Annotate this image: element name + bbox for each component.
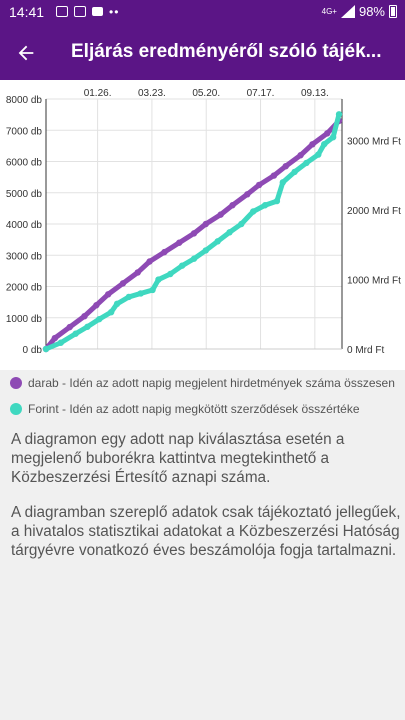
left-axis-tick-label: 7000 db bbox=[6, 126, 43, 137]
left-axis-tick-label: 2000 db bbox=[6, 283, 43, 294]
system-icons: 4G+ 98% bbox=[322, 4, 397, 19]
data-point-forint bbox=[279, 179, 286, 186]
data-point-darab bbox=[309, 141, 316, 148]
data-point-forint bbox=[178, 262, 186, 269]
data-point-forint bbox=[167, 270, 174, 278]
data-point-forint bbox=[125, 293, 133, 301]
left-axis-tick-label: 1000 db bbox=[6, 314, 43, 325]
legend-item-darab[interactable]: darab - Idén az adott napig megjelent hi… bbox=[10, 376, 395, 390]
data-point-darab bbox=[51, 334, 59, 342]
data-point-forint bbox=[155, 276, 162, 283]
left-axis-tick-label: 0 db bbox=[23, 345, 43, 356]
data-point-forint bbox=[315, 151, 322, 158]
data-point-darab bbox=[176, 239, 183, 246]
data-point-forint bbox=[84, 323, 91, 330]
data-point-darab bbox=[161, 248, 168, 256]
info-paragraph-2: A diagramban szereplő adatok csak tájéko… bbox=[11, 504, 401, 559]
right-axis-tick-label: 1000 Mrd Ft bbox=[347, 276, 401, 287]
data-point-forint bbox=[190, 255, 198, 262]
data-point-forint bbox=[107, 308, 115, 316]
left-axis-tick-label: 5000 db bbox=[6, 189, 43, 200]
data-point-darab bbox=[146, 258, 153, 265]
series-line-forint bbox=[43, 111, 342, 352]
status-bar: 14:41 •• 4G+ 98% bbox=[0, 0, 405, 26]
right-axis-tick-label: 0 Mrd Ft bbox=[347, 345, 384, 356]
x-axis-tick-label: 03.23. bbox=[138, 88, 166, 99]
battery-icon bbox=[389, 5, 397, 18]
data-point-forint bbox=[238, 220, 245, 228]
data-point-darab bbox=[244, 191, 251, 198]
message-icon bbox=[74, 6, 86, 17]
data-point-darab bbox=[66, 323, 73, 331]
data-point-darab bbox=[255, 181, 263, 189]
data-point-darab bbox=[282, 162, 289, 170]
data-point-darab bbox=[104, 291, 112, 298]
data-point-forint bbox=[57, 339, 64, 346]
image-icon bbox=[56, 6, 68, 17]
data-point-darab bbox=[93, 302, 100, 309]
data-point-darab bbox=[202, 220, 210, 228]
x-axis-tick-label: 07.17. bbox=[247, 88, 275, 99]
data-point-darab bbox=[81, 312, 88, 320]
legend-item-forint[interactable]: Forint - Idén az adott napig megkötött s… bbox=[10, 402, 360, 416]
info-paragraph-1: A diagramon egy adott nap kiválasztása e… bbox=[11, 431, 345, 486]
data-point-forint bbox=[303, 159, 310, 167]
left-axis-tick-label: 4000 db bbox=[6, 220, 43, 231]
data-point-darab bbox=[270, 172, 278, 179]
status-time: 14:41 bbox=[9, 4, 45, 20]
data-point-forint bbox=[137, 290, 144, 297]
data-point-forint bbox=[149, 286, 156, 294]
data-point-forint bbox=[329, 133, 337, 141]
notification-icons: •• bbox=[56, 4, 120, 19]
back-button[interactable] bbox=[12, 39, 40, 67]
data-point-forint bbox=[335, 111, 343, 118]
legend-label-forint: Forint - Idén az adott napig megkötött s… bbox=[28, 402, 360, 416]
data-point-forint bbox=[261, 202, 269, 209]
page-title: Eljárás eredményéről szóló tájék... bbox=[71, 41, 382, 62]
right-axis-tick-label: 3000 Mrd Ft bbox=[347, 137, 401, 148]
left-axis-tick-label: 3000 db bbox=[6, 251, 43, 262]
data-point-darab bbox=[297, 152, 304, 159]
x-axis-tick-label: 05.20. bbox=[192, 88, 220, 99]
x-axis-tick-label: 01.26. bbox=[84, 88, 112, 99]
line-chart[interactable]: 0 db 1000 db 2000 db 3000 db 4000 db 5000 db 6… bbox=[0, 80, 405, 370]
legend-dot-teal bbox=[10, 403, 22, 415]
data-point-darab bbox=[134, 269, 141, 276]
legend-label-darab: darab - Idén az adott napig megjelent hi… bbox=[28, 376, 395, 390]
data-point-forint bbox=[202, 247, 210, 254]
data-point-forint bbox=[113, 300, 121, 308]
data-point-forint bbox=[321, 140, 328, 148]
right-axis-tick-label: 2000 Mrd Ft bbox=[347, 206, 401, 217]
data-point-forint bbox=[226, 229, 233, 236]
data-point-forint bbox=[214, 238, 221, 245]
video-icon bbox=[92, 7, 103, 16]
left-axis-tick-label: 6000 db bbox=[6, 158, 43, 169]
data-point-forint bbox=[273, 197, 281, 205]
more-icon: •• bbox=[109, 4, 120, 19]
app-bar: Eljárás eredményéről szóló tájék... bbox=[0, 26, 405, 80]
x-axis-tick-label: 09.13. bbox=[301, 88, 329, 99]
data-point-darab bbox=[190, 230, 198, 237]
arrow-left-icon bbox=[18, 45, 34, 61]
left-axis-tick-label: 8000 db bbox=[6, 95, 43, 106]
data-point-forint bbox=[291, 168, 298, 176]
data-point-darab bbox=[324, 130, 331, 137]
chart-card[interactable]: 0 db 1000 db 2000 db 3000 db 4000 db 5000 db 6… bbox=[0, 80, 405, 370]
data-point-darab bbox=[119, 280, 127, 287]
data-point-darab bbox=[217, 211, 224, 218]
signal-icon bbox=[340, 5, 355, 18]
data-point-forint bbox=[42, 345, 50, 353]
data-point-forint bbox=[72, 330, 79, 337]
data-point-forint bbox=[250, 208, 257, 215]
data-point-forint bbox=[96, 315, 103, 323]
battery-percent: 98% bbox=[358, 4, 385, 19]
legend-dot-purple bbox=[10, 377, 22, 389]
data-point-darab bbox=[229, 202, 236, 209]
network-type: 4G+ bbox=[321, 6, 337, 16]
